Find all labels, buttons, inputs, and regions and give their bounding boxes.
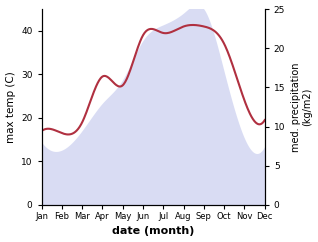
X-axis label: date (month): date (month) bbox=[112, 227, 194, 236]
Y-axis label: max temp (C): max temp (C) bbox=[5, 71, 16, 143]
Y-axis label: med. precipitation
(kg/m2): med. precipitation (kg/m2) bbox=[291, 62, 313, 152]
